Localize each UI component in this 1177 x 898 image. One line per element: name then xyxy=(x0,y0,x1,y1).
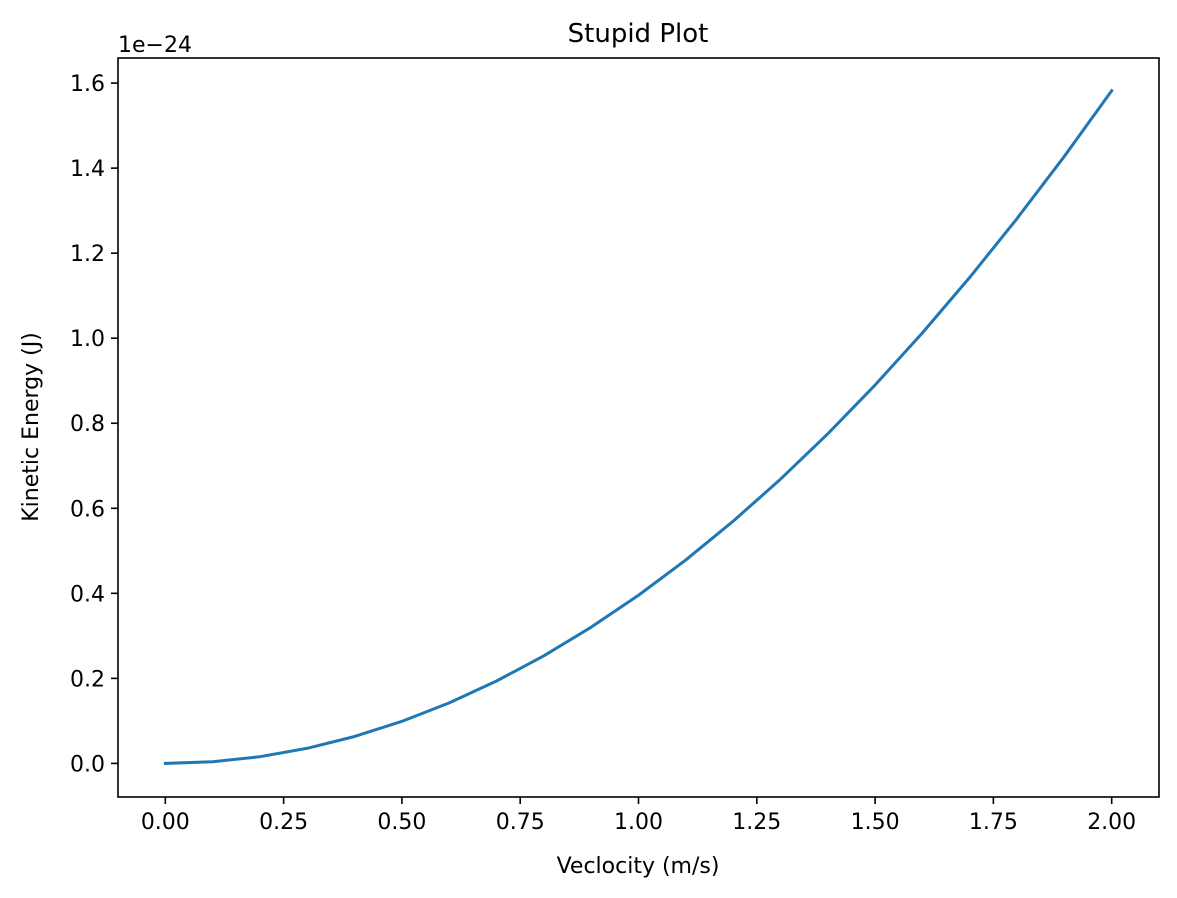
y-tick-label: 0.6 xyxy=(70,497,105,522)
x-tick-label: 0.00 xyxy=(141,810,190,835)
y-axis-ticks: 0.0 0.2 0.4 0.6 0.8 1.0 1.2 1.4 1.6 xyxy=(70,72,118,777)
y-tick-label: 1.4 xyxy=(70,157,105,182)
x-axis-ticks: 0.00 0.25 0.50 0.75 1.00 1.25 1.50 1.75 2.00 xyxy=(141,797,1136,835)
y-tick-label: 0.2 xyxy=(70,667,105,692)
y-axis-offset-label: 1e−24 xyxy=(118,33,192,58)
x-tick-label: 0.75 xyxy=(496,810,545,835)
x-tick-label: 1.25 xyxy=(732,810,781,835)
y-tick-label: 1.0 xyxy=(70,327,105,352)
x-tick-label: 1.00 xyxy=(614,810,663,835)
x-axis-label: Veclocity (m/s) xyxy=(557,854,720,879)
y-tick-label: 0.8 xyxy=(70,412,105,437)
y-tick-label: 1.6 xyxy=(70,72,105,97)
x-tick-label: 0.25 xyxy=(259,810,308,835)
y-tick-label: 0.4 xyxy=(70,582,105,607)
x-tick-label: 2.00 xyxy=(1087,810,1136,835)
chart-title: Stupid Plot xyxy=(568,19,709,49)
y-tick-label: 0.0 xyxy=(70,752,105,777)
y-axis-label: Kinetic Energy (J) xyxy=(19,332,44,522)
x-tick-label: 1.50 xyxy=(851,810,900,835)
y-tick-label: 1.2 xyxy=(70,242,105,267)
x-tick-label: 0.50 xyxy=(377,810,426,835)
series-line-0 xyxy=(163,88,1114,765)
x-tick-label: 1.75 xyxy=(969,810,1018,835)
series-group xyxy=(163,88,1114,765)
plot-area-frame xyxy=(117,57,1160,798)
